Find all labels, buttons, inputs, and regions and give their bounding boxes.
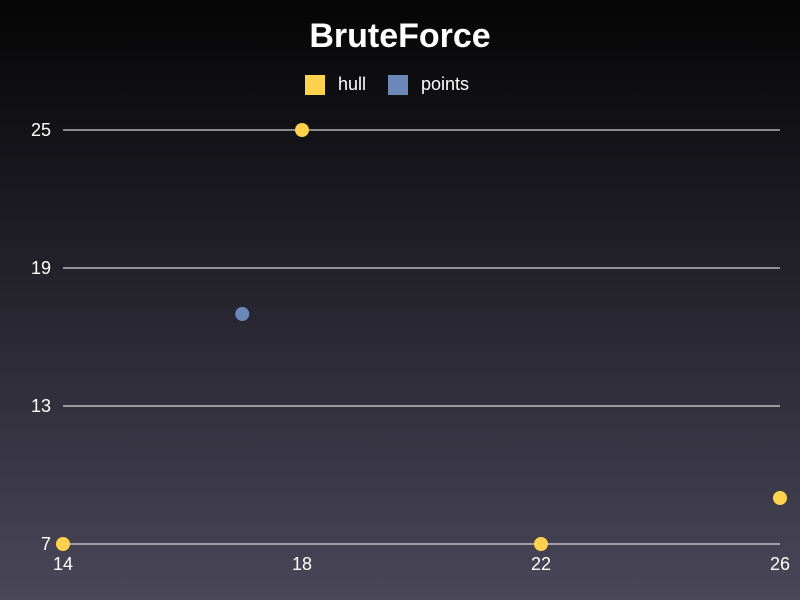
y-tick-label: 19 [31, 258, 51, 278]
y-tick-label: 25 [31, 120, 51, 140]
x-tick-label: 14 [53, 554, 73, 574]
point-hull-1 [295, 123, 309, 137]
legend-swatch-points [388, 75, 408, 95]
legend-label-points: points [421, 74, 469, 94]
grid-lines [63, 129, 780, 545]
x-tick-label: 22 [531, 554, 551, 574]
legend: hull points [305, 74, 469, 95]
point-hull-2 [534, 537, 548, 551]
y-axis-ticks: 7 13 19 25 [31, 120, 51, 554]
point-points-0 [235, 307, 250, 321]
x-axis-ticks: 14 18 22 26 [53, 554, 790, 574]
point-hull-3 [773, 491, 787, 505]
legend-label-hull: hull [338, 74, 366, 94]
y-tick-label: 13 [31, 396, 51, 416]
legend-swatch-hull [305, 75, 325, 95]
chart-title: BruteForce [309, 17, 490, 55]
x-tick-label: 18 [292, 554, 312, 574]
point-hull-0 [56, 537, 70, 551]
x-tick-label: 26 [770, 554, 790, 574]
y-tick-label: 7 [41, 534, 51, 554]
data-points [56, 123, 787, 551]
